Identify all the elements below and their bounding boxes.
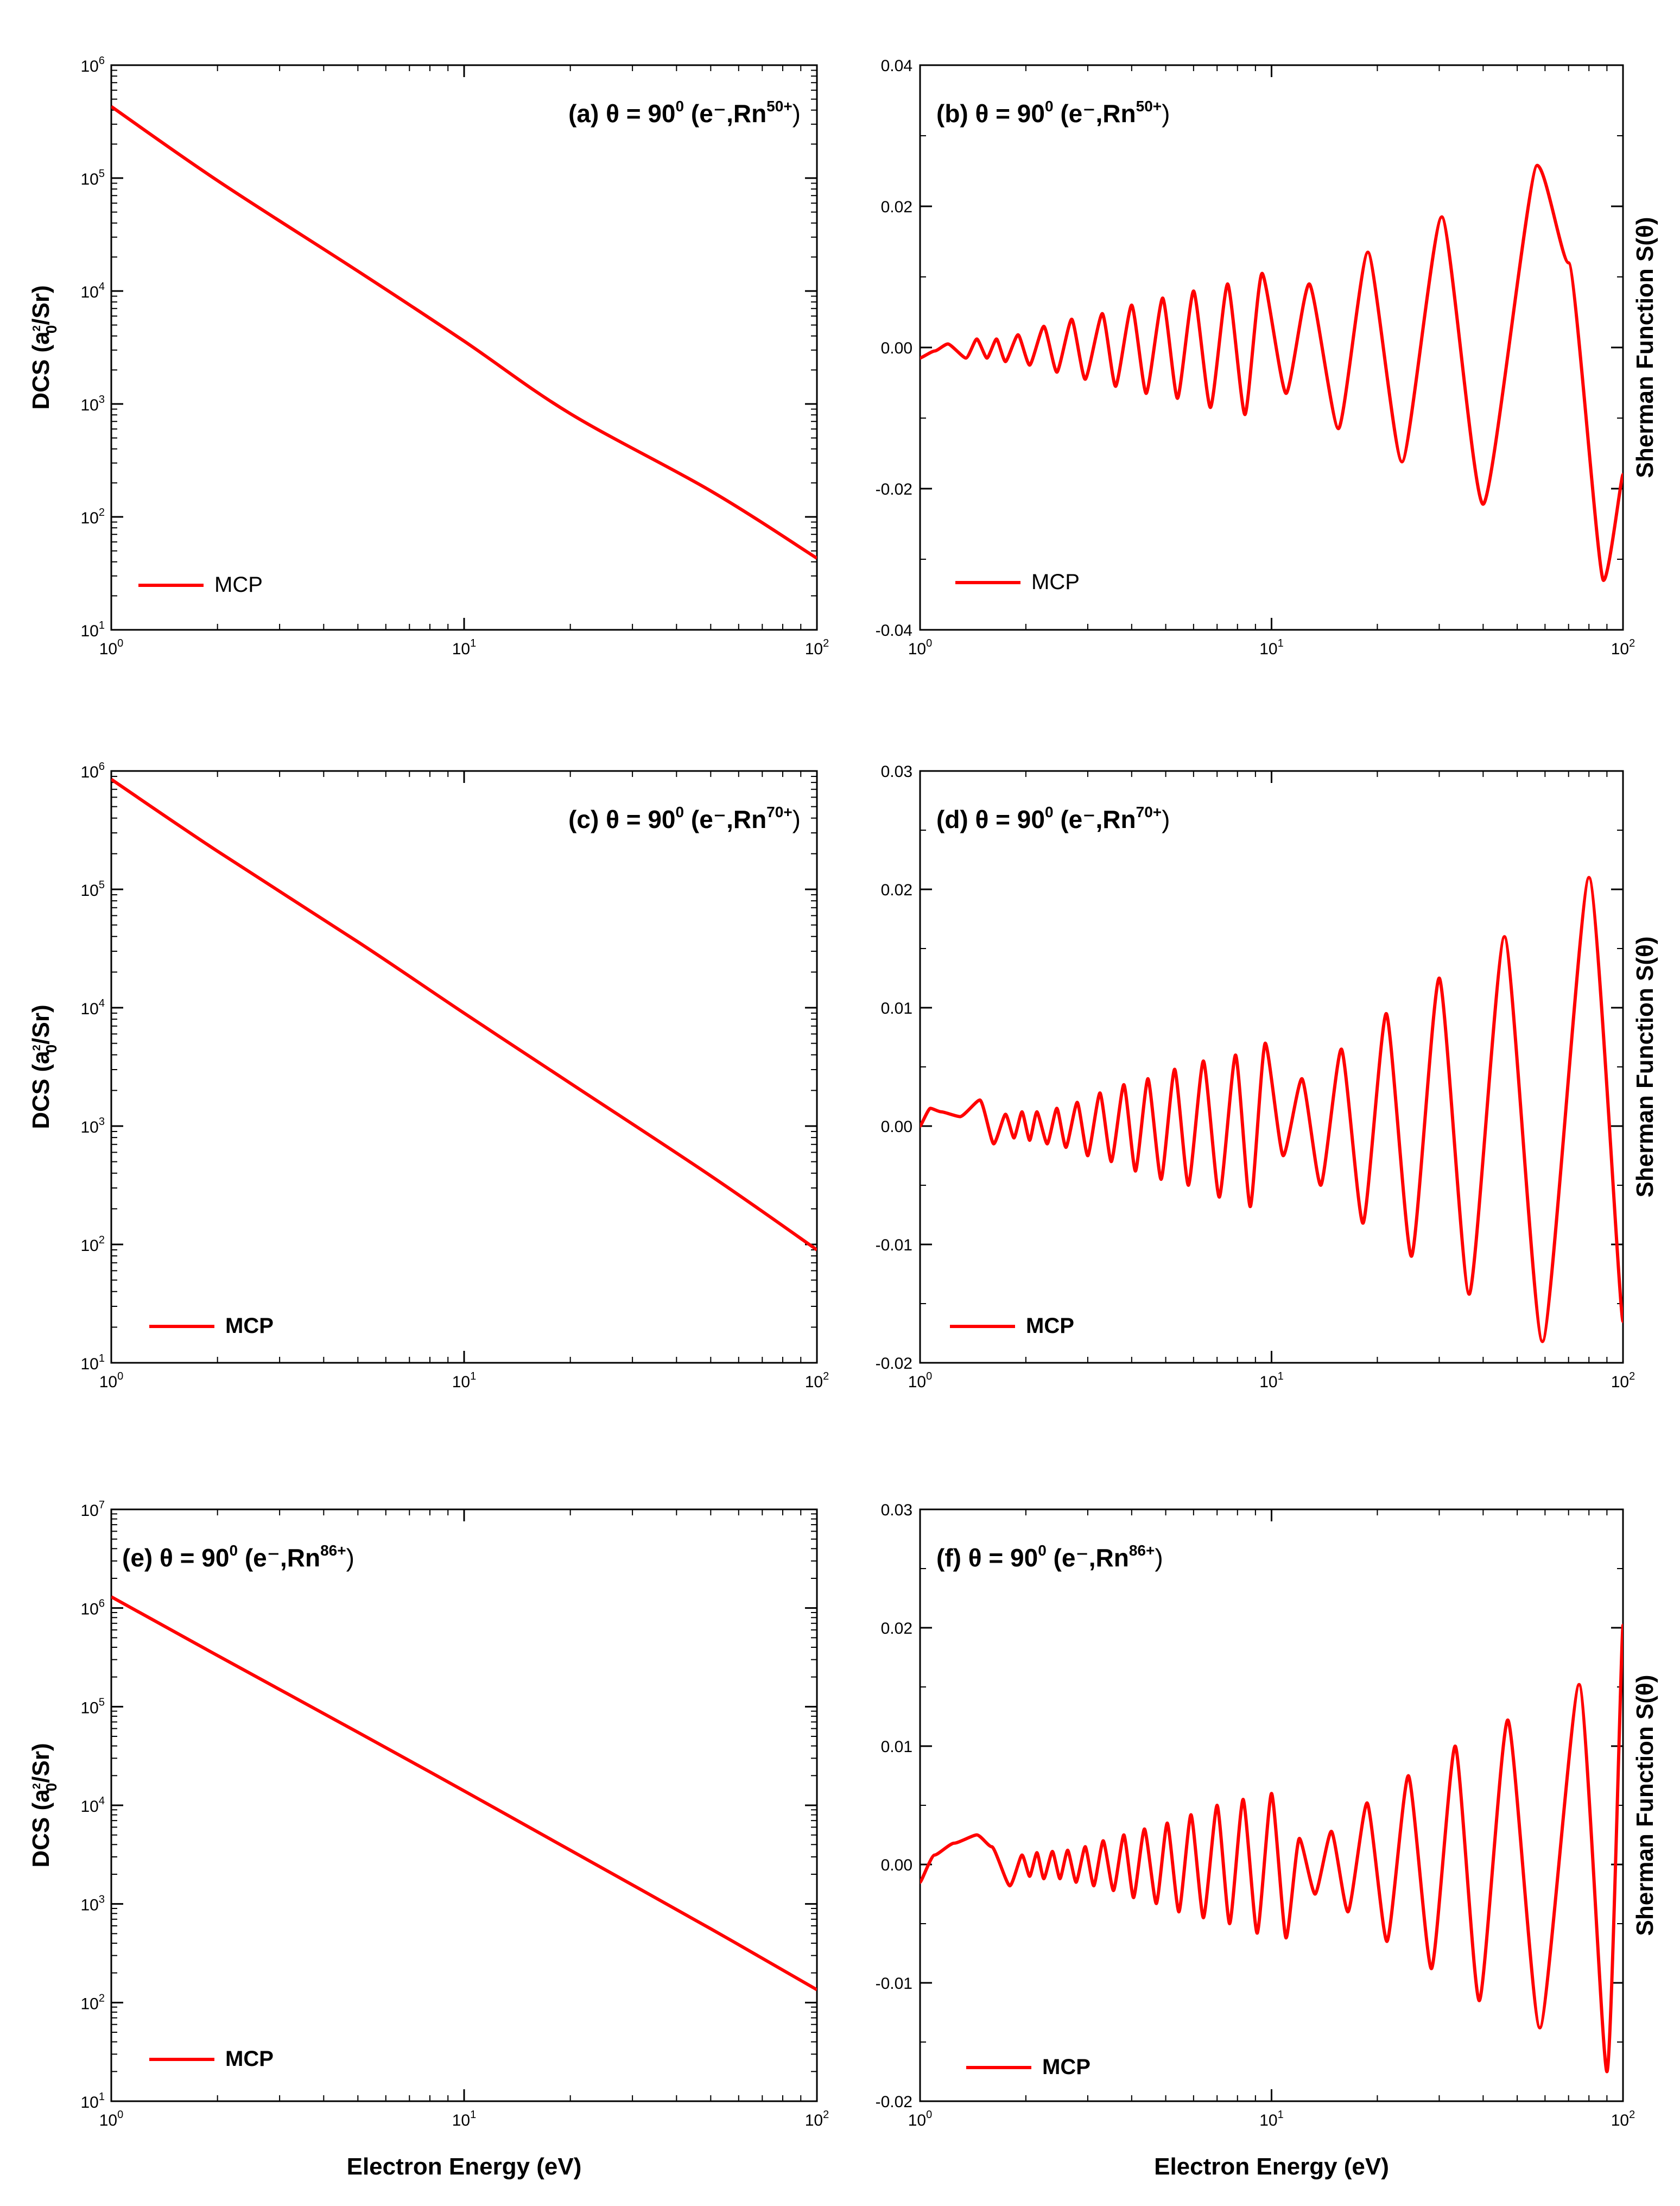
y-tick-label: 104 — [81, 281, 105, 301]
plot-frame — [110, 64, 818, 631]
y-axis-label: DCS (a20/Sr) — [28, 285, 60, 409]
chart-panel-f: 100 101 102 -0.02 -0.01 0.00 0.01 0.02 0.03 Sherm… — [876, 1501, 1658, 2180]
y-tick-label: 103 — [81, 394, 105, 414]
series-line-mcp — [920, 1623, 1623, 2074]
x-tick-label: 102 — [1611, 2109, 1635, 2129]
y-axis-label: Sherman Function S(θ) — [1632, 217, 1658, 478]
y-tick-label: 104 — [81, 997, 105, 1018]
series-line-mcp — [111, 778, 817, 1251]
panel-title: (d) θ = 900 (e⁻,Rn70+) — [936, 804, 1170, 833]
x-tick-label: 101 — [1259, 2109, 1284, 2129]
legend-label: MCP — [1026, 1314, 1074, 1338]
y-tick-label: 0.03 — [881, 763, 912, 781]
series-line-mcp — [111, 1595, 817, 1992]
x-tick-label: 100 — [99, 2109, 124, 2129]
series-line-mcp — [920, 163, 1623, 582]
y-axis-label: DCS (a20/Sr) — [28, 1004, 60, 1129]
series-line-mcp — [111, 105, 817, 560]
y-tick-label: -0.01 — [876, 1975, 912, 1993]
y-tick-label: -0.02 — [876, 2093, 912, 2111]
y-tick-label: 102 — [81, 1234, 105, 1255]
legend-label: MCP — [1031, 570, 1080, 594]
x-tick-label: 102 — [805, 1370, 829, 1391]
y-tick-label: -0.04 — [876, 622, 912, 640]
x-tick-label: 101 — [452, 2109, 477, 2129]
y-tick-label: -0.02 — [876, 481, 912, 498]
x-tick-label: 102 — [805, 637, 829, 658]
x-tick-label: 100 — [908, 637, 933, 658]
x-tick-label: 100 — [99, 637, 124, 658]
x-tick-label: 102 — [805, 2109, 829, 2129]
x-tick-label: 100 — [99, 1370, 124, 1391]
legend-label: MCP — [225, 1314, 274, 1338]
x-tick-label: 101 — [452, 1370, 477, 1391]
plot-frame — [110, 1508, 818, 2102]
y-tick-label: 0.03 — [881, 1501, 912, 1519]
x-tick-label: 102 — [1611, 637, 1635, 658]
x-tick-label: 100 — [908, 1370, 933, 1391]
x-axis-label: Electron Energy (eV) — [347, 2153, 582, 2180]
y-tick-label: 103 — [81, 1116, 105, 1136]
x-tick-label: 101 — [452, 637, 477, 658]
y-tick-label: 101 — [81, 620, 105, 640]
y-tick-label: 103 — [81, 1894, 105, 1914]
panel-title: (f) θ = 900 (e⁻,Rn86+) — [936, 1542, 1163, 1572]
legend-label: MCP — [1042, 2055, 1091, 2079]
y-tick-label: 102 — [81, 507, 105, 527]
plot-frame — [110, 770, 818, 1364]
x-tick-label: 102 — [1611, 1370, 1635, 1391]
y-tick-label: 0.02 — [881, 198, 912, 216]
y-tick-label: 105 — [81, 879, 105, 900]
y-tick-label: 105 — [81, 1696, 105, 1717]
y-tick-label: 0.01 — [881, 1000, 912, 1017]
y-tick-label: 101 — [81, 1352, 105, 1373]
y-axis-label: DCS (a20/Sr) — [28, 1743, 60, 1867]
x-tick-label: 101 — [1259, 1370, 1284, 1391]
y-tick-label: 0.04 — [881, 57, 912, 75]
legend-label: MCP — [225, 2047, 274, 2071]
y-tick-label: 104 — [81, 1795, 105, 1816]
x-axis-label: Electron Energy (eV) — [1154, 2153, 1389, 2180]
y-tick-label: 106 — [81, 761, 105, 781]
plot-frame — [919, 64, 1624, 631]
y-tick-label: 107 — [81, 1499, 105, 1520]
y-tick-label: 0.02 — [881, 881, 912, 899]
y-tick-label: 105 — [81, 168, 105, 188]
y-axis-label: Sherman Function S(θ) — [1632, 937, 1658, 1198]
y-tick-label: 0.00 — [881, 1856, 912, 1874]
legend-label: MCP — [214, 573, 263, 597]
y-tick-label: -0.02 — [876, 1355, 912, 1373]
y-tick-label: 106 — [81, 1598, 105, 1619]
y-tick-label: 0.00 — [881, 1118, 912, 1136]
x-tick-label: 100 — [908, 2109, 933, 2129]
x-tick-label: 101 — [1259, 637, 1284, 658]
panel-title: (c) θ = 900 (e⁻,Rn70+) — [568, 804, 801, 833]
y-tick-label: 0.01 — [881, 1738, 912, 1756]
y-tick-label: 0.00 — [881, 339, 912, 357]
panel-title: (e) θ = 900 (e⁻,Rn86+) — [122, 1542, 354, 1572]
y-tick-label: 102 — [81, 1992, 105, 2013]
panel-title: (b) θ = 900 (e⁻,Rn50+) — [936, 98, 1170, 128]
y-tick-label: 0.02 — [881, 1620, 912, 1638]
y-axis-label: Sherman Function S(θ) — [1632, 1675, 1658, 1936]
y-tick-label: 101 — [81, 2091, 105, 2112]
y-tick-label: 106 — [81, 55, 105, 75]
chart-panel-d: 100 101 102 -0.02 -0.01 0.00 0.01 0.02 0.03 Sherm… — [876, 763, 1658, 1391]
y-tick-label: -0.01 — [876, 1236, 912, 1254]
panel-title: (a) θ = 900 (e⁻,Rn50+) — [568, 98, 801, 128]
series-line-mcp — [920, 876, 1623, 1343]
chart-panel-b: 100 101 102 -0.04 -0.02 0.00 0.02 0.04 Sherman F… — [876, 57, 1658, 658]
